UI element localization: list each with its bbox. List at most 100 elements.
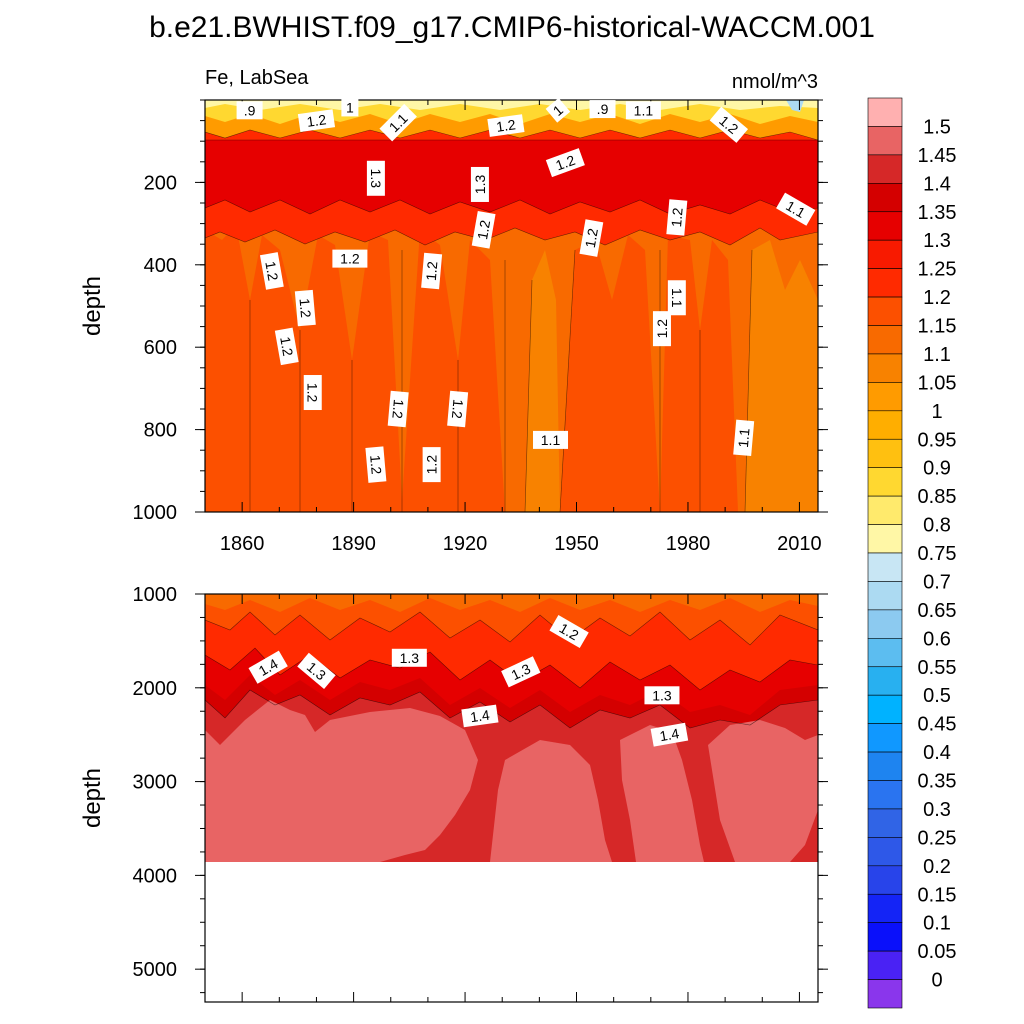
contour-label-box (625, 101, 661, 120)
contour-label-box (652, 311, 671, 347)
upper-contour-label: 1 (545, 97, 571, 123)
contour-label-text: 1.3 (368, 169, 384, 189)
colorbar: 1.5 1.45 1.4 1.35 1.3 1.25 1.2 1.15 1.1 1.05 1 0.95… (867, 97, 957, 1009)
x-tick-label: 1860 (220, 533, 265, 555)
contour-label-box (274, 327, 299, 366)
contour-label-box (533, 430, 569, 449)
chart-title: b.e21.BWHIST.f09_g17.CMIP6-historical-WA… (149, 11, 875, 44)
colorbar-swatch (867, 495, 903, 525)
colorbar-swatch (867, 609, 903, 639)
colorbar-swatch (867, 694, 903, 724)
upper-contour-label: 1.2 (303, 375, 322, 411)
upper-mid-band (205, 225, 505, 512)
colorbar-level-label: 0.6 (923, 628, 951, 650)
upper-contour-label: 1.1 (776, 192, 816, 226)
contour-label-text: 1.2 (389, 399, 407, 420)
upper-light-band-2 (745, 240, 818, 512)
colorbar-level-label: 0.05 (918, 941, 957, 963)
contour-label-box (422, 447, 441, 483)
upper-contour-label: 1.2 (387, 390, 409, 428)
colorbar-level-label: 1.3 (923, 230, 951, 252)
lower-contour-labels: 1.4 1.31.31.21.31.41.31.4 (248, 614, 689, 747)
lower-pink-core-3 (620, 725, 704, 862)
contour-label-box (487, 114, 525, 137)
colorbar-level-label: 1.15 (918, 316, 957, 338)
upper-right-label: nmol/m^3 (732, 71, 818, 93)
colorbar-swatch (867, 581, 903, 611)
x-tick-label: 1920 (443, 533, 488, 555)
contour-label-box (421, 252, 443, 290)
contour-label-box (297, 652, 336, 690)
contour-label-text: 1.2 (553, 152, 577, 174)
contour-label-box (470, 166, 489, 202)
colorbar-swatch (867, 780, 903, 810)
lower-field (205, 594, 818, 1002)
contour-label-box (545, 97, 571, 123)
colorbar-swatch (867, 979, 903, 1009)
contour-label-box (545, 148, 585, 178)
upper-contour-label: 1.2 (447, 390, 469, 428)
contour-label-text: 1.2 (474, 219, 493, 241)
colorbar-level-label: 0.25 (918, 827, 957, 849)
colorbar-swatch (867, 524, 903, 554)
lower-pink-core (205, 700, 478, 862)
colorbar-level-label: 0.3 (923, 799, 951, 821)
lower-contour-label: 1.3 (501, 656, 541, 688)
upper-contour-label: 1.2 (365, 446, 387, 483)
upper-contour-label: 1.2 (666, 199, 688, 236)
colorbar-level-label: 1.4 (923, 173, 951, 195)
contour-label-text: 1.3 (400, 650, 420, 666)
colorbar-level-label: 0.35 (918, 771, 957, 793)
colorbar-swatch (867, 410, 903, 440)
contour-label-box (447, 390, 469, 428)
colorbar-swatch (867, 552, 903, 582)
contour-label-box (501, 656, 541, 688)
lower-axis: 1000 2000 3000 4000 5000 (133, 584, 828, 1002)
contour-label-box (303, 375, 322, 411)
upper-contour-label: 1.2 (579, 219, 604, 257)
contour-label-box (733, 419, 755, 457)
colorbar-swatch (867, 438, 903, 468)
upper-contour-label: 1.2 (297, 109, 336, 132)
contour-label-box (461, 704, 499, 728)
upper-contour-label: .9 (589, 100, 616, 119)
colorbar-level-label: 1.05 (918, 372, 957, 394)
contour-label-text: 1.1 (541, 432, 561, 448)
contour-label-box (294, 289, 316, 327)
lower-contour-label: 1.3 (391, 648, 427, 667)
colorbar-swatch (867, 865, 903, 895)
contour-label-box (236, 101, 263, 120)
colorbar-level-label: 1.45 (918, 145, 957, 167)
lower-ylabel: depth (79, 768, 106, 828)
colorbar-swatch (867, 467, 903, 497)
contour-label-text: 1.2 (424, 455, 440, 475)
contour-label-box (709, 106, 749, 143)
upper-ylabel: depth (79, 276, 106, 336)
contour-label-text: 1.2 (305, 383, 321, 403)
upper-contour-label: 1.2 (294, 289, 316, 327)
colorbar-swatch (867, 325, 903, 355)
contour-label-box (379, 103, 417, 142)
contour-label-box (666, 199, 688, 236)
contour-label-text: 1.2 (277, 335, 296, 357)
colorbar-swatch (867, 837, 903, 867)
contour-label-text: 1.2 (296, 298, 314, 319)
contour-label-box (776, 192, 816, 226)
contour-label-text: 1.3 (509, 660, 534, 683)
upper-contour-label: 1.2 (421, 252, 443, 290)
colorbar-swatch (867, 751, 903, 781)
contour-label-box (650, 722, 689, 747)
contour-label-text: 1.4 (469, 707, 491, 726)
colorbar-swatch (867, 268, 903, 298)
colorbar-level-label: 0.2 (923, 856, 951, 878)
lower-seafloor-blank (205, 862, 818, 1002)
lower-pink-core-4 (708, 720, 818, 862)
lower-y-tick-label: 5000 (133, 959, 178, 981)
upper-left-label: Fe, LabSea (205, 67, 309, 89)
contour-label-text: .9 (597, 101, 609, 117)
colorbar-level-label: 0.8 (923, 515, 951, 537)
contour-label-text: 1.2 (367, 454, 385, 475)
contour-label-text: 1.2 (654, 319, 670, 339)
